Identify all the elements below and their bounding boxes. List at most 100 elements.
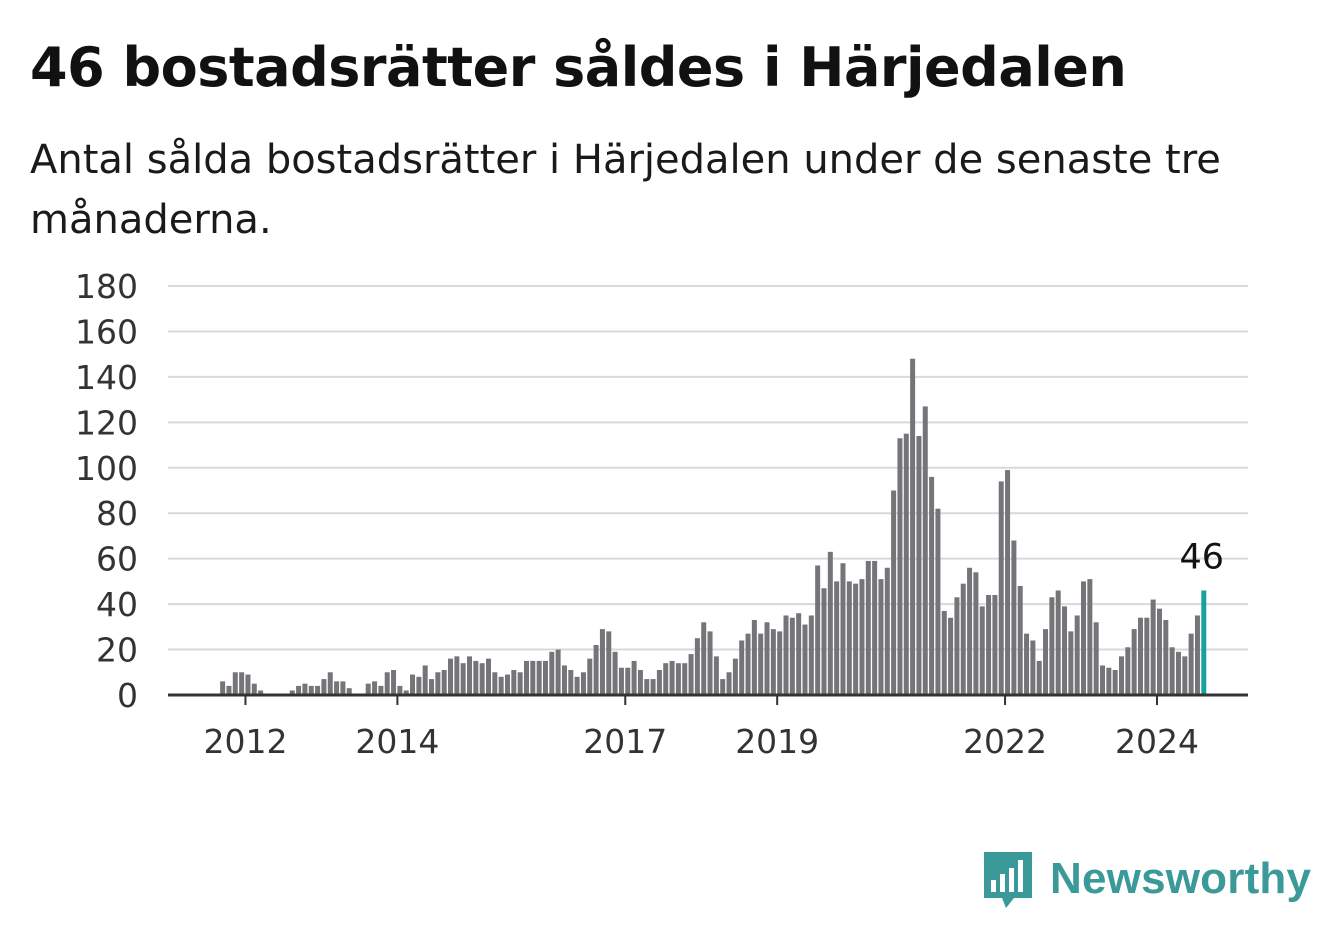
bar — [941, 610, 947, 695]
bar — [916, 435, 922, 695]
x-tick-label: 2014 — [355, 722, 439, 761]
bar — [739, 640, 745, 695]
bar — [1011, 540, 1017, 695]
bar — [618, 667, 624, 695]
bar — [561, 665, 567, 695]
bar — [694, 638, 700, 695]
bar — [669, 660, 675, 695]
bar — [770, 629, 776, 695]
x-tick-label: 2012 — [203, 722, 287, 761]
bar — [1119, 656, 1124, 695]
chart-title: 46 bostadsrätter såldes i Härjedalen — [30, 36, 1127, 99]
bar — [346, 688, 352, 695]
bar — [732, 658, 738, 695]
y-tick-label: 120 — [75, 403, 138, 442]
bar — [1182, 656, 1188, 695]
bar — [410, 674, 416, 695]
bar — [391, 670, 397, 695]
x-tick-label: 2022 — [963, 722, 1047, 761]
bar — [321, 679, 327, 695]
bar — [1106, 667, 1112, 695]
bar — [903, 433, 909, 695]
x-tick-label: 2017 — [583, 722, 667, 761]
bar — [486, 658, 491, 695]
bar — [675, 663, 681, 695]
bar — [701, 622, 707, 695]
bar — [637, 670, 643, 695]
bar — [897, 438, 903, 695]
bar — [504, 674, 510, 695]
bar — [1049, 597, 1055, 695]
bar — [473, 660, 479, 695]
bar — [315, 685, 321, 695]
bar — [555, 649, 561, 695]
y-tick-label: 20 — [96, 631, 138, 670]
x-tick-label: 2024 — [1115, 722, 1199, 761]
brand-logo: Newsworthy — [980, 848, 1311, 910]
bar — [992, 595, 998, 695]
bar — [365, 683, 371, 695]
bar — [498, 676, 504, 695]
chart-subtitle: Antal sålda bostadsrätter i Härjedalen u… — [30, 137, 1221, 243]
bar — [948, 617, 954, 695]
bar — [422, 665, 428, 695]
bar — [656, 670, 662, 695]
bar — [865, 560, 871, 695]
bar — [922, 406, 928, 695]
bar — [1156, 608, 1162, 695]
bar — [1175, 651, 1181, 695]
bar — [340, 681, 346, 695]
bar — [435, 672, 441, 695]
bar — [296, 685, 302, 695]
bar — [327, 672, 333, 695]
bar — [593, 645, 599, 695]
y-tick-label: 100 — [75, 449, 138, 488]
bar — [827, 551, 833, 695]
bar — [884, 567, 890, 695]
bar — [612, 651, 618, 695]
bar — [568, 670, 574, 695]
bar — [372, 681, 378, 695]
bar — [1068, 631, 1074, 695]
bar — [542, 660, 548, 695]
bar — [960, 583, 966, 695]
bar — [454, 656, 460, 695]
bar — [935, 508, 941, 695]
bar — [1017, 585, 1023, 695]
bar — [1043, 629, 1049, 695]
bar — [954, 597, 960, 695]
bar — [625, 667, 631, 695]
bar — [523, 660, 529, 695]
bar — [1081, 581, 1087, 695]
bar — [334, 681, 340, 695]
y-tick-label: 60 — [96, 540, 138, 579]
bar — [764, 622, 770, 695]
bar — [1100, 665, 1106, 695]
bar — [929, 476, 935, 695]
bar — [1112, 670, 1118, 695]
bar — [878, 579, 884, 695]
bar — [872, 560, 878, 695]
brand-name: Newsworthy — [1050, 854, 1312, 903]
bar — [1005, 470, 1011, 695]
y-tick-label: 40 — [96, 585, 138, 624]
bar — [517, 672, 523, 695]
bar — [631, 660, 637, 695]
bar — [846, 581, 852, 695]
bar — [251, 683, 257, 695]
highlight-value-label: 46 — [1180, 537, 1225, 577]
bar — [1169, 647, 1175, 695]
bar — [511, 670, 517, 695]
bar — [650, 679, 656, 695]
bar — [859, 579, 865, 695]
bar — [1062, 606, 1068, 695]
bar — [821, 588, 827, 695]
bar — [536, 660, 542, 695]
bar — [1188, 633, 1194, 695]
bar — [606, 631, 612, 695]
bar — [460, 663, 466, 695]
bar — [663, 663, 669, 695]
y-tick-label: 160 — [75, 312, 138, 351]
bar — [448, 658, 454, 695]
